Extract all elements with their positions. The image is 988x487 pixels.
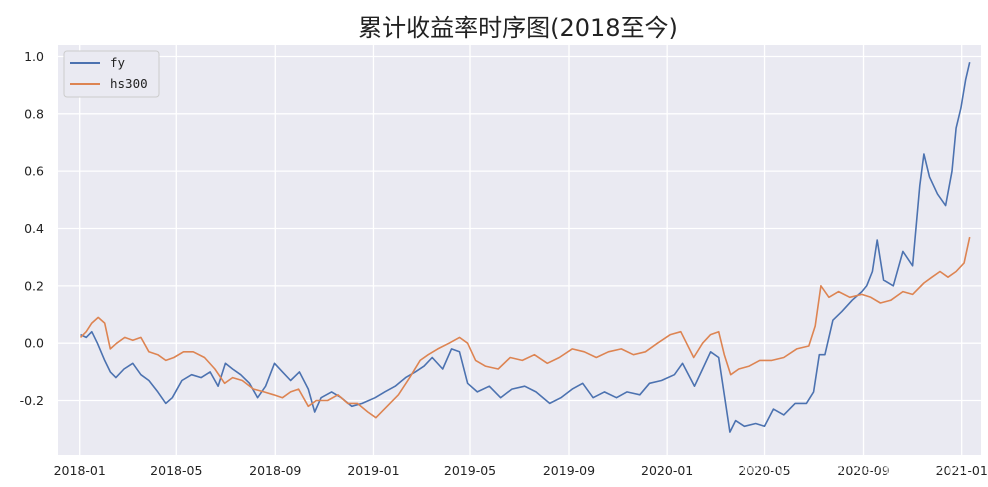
legend-label-fy: fy <box>110 55 126 70</box>
y-tick-label: 0.6 <box>24 164 44 179</box>
x-tick-label: 2020-05 <box>738 463 790 478</box>
legend: fy hs300 <box>63 50 160 98</box>
x-tick-label: 2019-09 <box>543 463 595 478</box>
x-tick-label: 2018-05 <box>150 463 202 478</box>
series-line-hs300 <box>79 236 971 419</box>
y-tick-label: 1.0 <box>24 49 44 64</box>
watermark: https://blog.csdn.net/qq_42433152 <box>742 462 970 477</box>
y-tick-label: 0.4 <box>24 221 44 236</box>
x-tick-label: 2018-09 <box>249 463 301 478</box>
y-tick-label: 0.2 <box>24 278 44 293</box>
y-tick-label: 0.8 <box>24 106 44 121</box>
x-tick-label: 2018-01 <box>54 463 106 478</box>
series-line-fy <box>80 62 971 433</box>
series-lines <box>79 62 971 433</box>
x-tick-label: 2020-01 <box>641 463 693 478</box>
x-tick-label: 2020-09 <box>837 463 889 478</box>
x-tick-label: 2019-01 <box>347 463 399 478</box>
plot-area <box>58 45 981 455</box>
y-tick-label: 0.0 <box>24 336 44 351</box>
legend-label-hs300: hs300 <box>110 76 148 91</box>
x-tick-label: 2021-01 <box>936 463 988 478</box>
y-tick-label: -0.2 <box>20 393 44 408</box>
x-tick-labels: 2018-01 2018-05 2018-09 2019-01 2019-05 2019-… <box>54 463 988 478</box>
chart-title: 累计收益率时序图(2018至今) <box>358 14 678 42</box>
x-tick-label: 2019-05 <box>444 463 496 478</box>
y-gridlines <box>58 55 981 402</box>
y-tick-labels: -0.2 0.0 0.2 0.4 0.6 0.8 1.0 <box>20 49 44 408</box>
